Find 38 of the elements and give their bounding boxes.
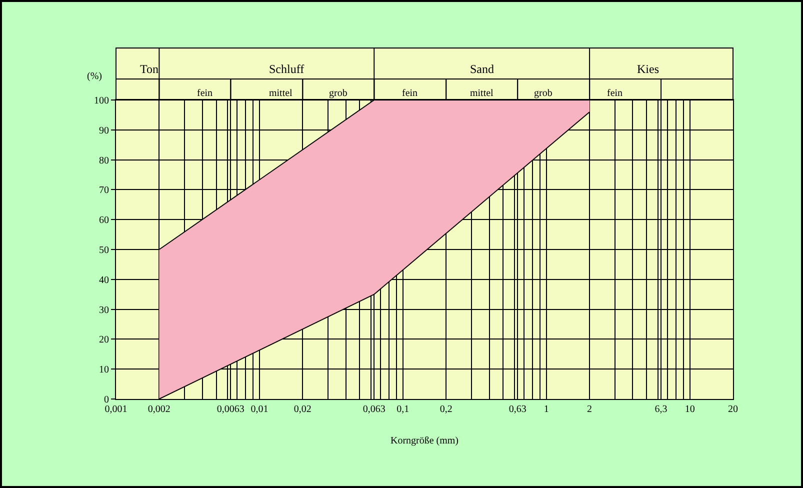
y-tick-label: 30 (99, 304, 109, 316)
x-tick-label: 0,002 (148, 404, 170, 415)
y-tick-label: 70 (99, 185, 109, 196)
x-tick-label: 20 (728, 404, 738, 415)
y-tick-label: 100 (94, 96, 109, 106)
text: fein (197, 88, 213, 99)
x-tick-label: 0,1 (396, 404, 410, 415)
text: grob (534, 88, 552, 99)
text: Sand (470, 62, 494, 76)
y-tick-label: 20 (99, 334, 109, 346)
text: Schluff (269, 62, 304, 76)
text: mittel (470, 88, 494, 99)
text: fein (607, 88, 623, 99)
y-tick-label: 60 (99, 215, 109, 226)
y-tick-label: 10 (99, 364, 109, 376)
x-tick-label: 0,0063 (216, 404, 244, 415)
text: Kies (637, 62, 660, 76)
x-tick-label: 6,3 (654, 404, 668, 415)
x-tick-label: 1 (544, 404, 549, 415)
x-tick-label: 0,001 (104, 404, 128, 415)
x-tick-label: 0,63 (508, 404, 526, 415)
y-tick-label: 40 (99, 274, 109, 286)
text: fein (402, 88, 418, 99)
x-tick-label: 0,063 (362, 404, 386, 415)
y-tick-label: 90 (99, 125, 109, 136)
x-tick-label: 10 (684, 404, 695, 415)
x-tick-label: 0,02 (294, 404, 312, 415)
x-tick-label: 0,01 (250, 404, 268, 415)
x-tick-label: 2 (587, 404, 592, 415)
y-axis-title: (%) (87, 71, 102, 82)
y-tick-label: 0 (104, 394, 109, 406)
y-tick-label: 80 (99, 155, 109, 166)
text: mittel (269, 88, 293, 99)
x-axis-title: Korngröße (mm) (390, 436, 459, 446)
text: grob (329, 88, 348, 99)
text: Ton (140, 62, 158, 76)
x-tick-label: 0,2 (440, 404, 452, 415)
y-tick-label: 50 (99, 245, 109, 256)
